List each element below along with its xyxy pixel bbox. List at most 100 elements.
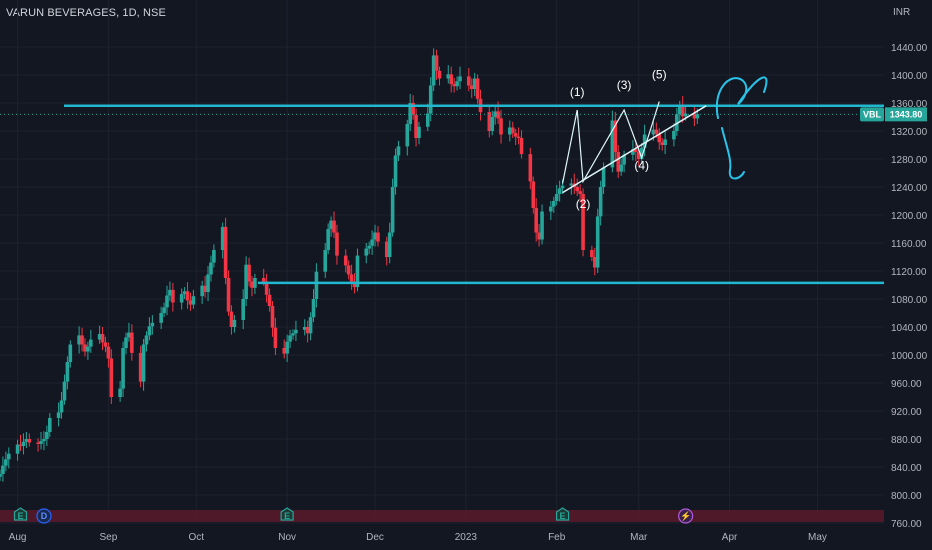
candle-body[interactable] [83, 344, 87, 352]
candle-body[interactable] [141, 344, 146, 382]
candle-body[interactable] [97, 334, 102, 340]
candle-body[interactable] [425, 113, 430, 127]
candle-body[interactable] [308, 317, 313, 334]
candle-body[interactable] [516, 136, 521, 138]
candle-body[interactable] [124, 337, 128, 349]
candle-body[interactable] [24, 439, 29, 442]
candle-body[interactable] [250, 281, 254, 288]
candle-body[interactable] [683, 113, 688, 117]
candle-body[interactable] [490, 117, 495, 131]
candle-body[interactable] [475, 78, 480, 99]
candle-body[interactable] [405, 124, 410, 147]
candle-body[interactable] [1, 465, 5, 474]
candle-body[interactable] [288, 335, 292, 342]
candle-body[interactable] [554, 194, 559, 201]
candle-body[interactable] [59, 400, 64, 413]
candle-body[interactable] [165, 295, 169, 308]
candle-body[interactable] [15, 444, 20, 454]
candle-body[interactable] [329, 220, 333, 229]
candle-body[interactable] [80, 335, 84, 345]
event-marker-earnings[interactable] [13, 507, 28, 521]
candle-body[interactable] [660, 142, 664, 145]
candle-body[interactable] [437, 70, 442, 79]
candle-body[interactable] [294, 329, 298, 334]
candle-body[interactable] [349, 274, 354, 282]
candle-body[interactable] [663, 139, 667, 145]
candle-body[interactable] [200, 285, 204, 297]
candle-body[interactable] [109, 358, 114, 398]
candle-body[interactable] [472, 78, 477, 90]
candle-body[interactable] [264, 281, 269, 295]
candle-body[interactable] [370, 239, 374, 246]
candle-body[interactable] [508, 127, 512, 135]
candle-body[interactable] [528, 154, 533, 182]
candle-body[interactable] [496, 111, 500, 119]
candle-body[interactable] [36, 442, 40, 444]
candle-body[interactable] [273, 327, 278, 348]
candle-body[interactable] [657, 133, 662, 143]
candle-body[interactable] [549, 206, 553, 212]
candle-body[interactable] [144, 335, 149, 345]
trendline[interactable] [562, 105, 707, 194]
candle-body[interactable] [0, 474, 2, 477]
candle-body[interactable] [487, 112, 492, 131]
candle-body[interactable] [206, 274, 210, 293]
candle-body[interactable] [695, 114, 700, 119]
candle-body[interactable] [56, 412, 61, 418]
candle-body[interactable] [106, 346, 111, 359]
candle-body[interactable] [323, 250, 328, 272]
candle-body[interactable] [118, 388, 122, 397]
candle-body[interactable] [675, 114, 679, 131]
wave-path[interactable] [561, 101, 660, 184]
candle-body[interactable] [610, 120, 615, 168]
candle-body[interactable] [62, 381, 67, 401]
candle-body[interactable] [171, 289, 175, 303]
candle-body[interactable] [130, 332, 134, 353]
candle-body[interactable] [89, 339, 93, 347]
candle-body[interactable] [384, 241, 389, 257]
candle-body[interactable] [270, 306, 275, 328]
candle-body[interactable] [376, 232, 380, 242]
candle-body[interactable] [355, 255, 360, 288]
candle-body[interactable] [619, 164, 623, 172]
candle-body[interactable] [680, 105, 685, 117]
candle-body[interactable] [226, 278, 231, 312]
candle-body[interactable] [203, 285, 207, 292]
candle-body[interactable] [613, 120, 618, 153]
candle-body[interactable] [77, 335, 81, 345]
candle-body[interactable] [223, 226, 228, 278]
candle-body[interactable] [537, 232, 541, 240]
candle-body[interactable] [343, 255, 348, 266]
candle-body[interactable] [455, 81, 459, 87]
candle-body[interactable] [247, 264, 251, 282]
candle-body[interactable] [431, 55, 436, 86]
candle-body[interactable] [282, 348, 287, 354]
candle-body[interactable] [21, 441, 26, 446]
candle-body[interactable] [291, 333, 295, 336]
candle-body[interactable] [86, 346, 90, 352]
candle-body[interactable] [493, 111, 497, 117]
candle-body[interactable] [65, 362, 70, 382]
candle-body[interactable] [147, 326, 152, 336]
candle-body[interactable] [387, 232, 392, 258]
candle-body[interactable] [285, 341, 289, 354]
candle-body[interactable] [188, 300, 193, 305]
candle-body[interactable] [393, 155, 398, 188]
candle-body[interactable] [45, 432, 49, 439]
candle-body[interactable] [48, 418, 52, 432]
candle-body[interactable] [241, 299, 245, 320]
candle-body[interactable] [39, 441, 43, 444]
candle-body[interactable] [434, 55, 439, 71]
candle-body[interactable] [414, 114, 418, 138]
candle-body[interactable] [18, 444, 23, 446]
candle-body[interactable] [138, 352, 143, 382]
candle-body[interactable] [191, 296, 196, 305]
candle-body[interactable] [6, 453, 11, 460]
candle-body[interactable] [182, 291, 187, 295]
candle-body[interactable] [68, 344, 73, 363]
candle-body[interactable] [428, 85, 433, 114]
candle-body[interactable] [212, 250, 216, 263]
event-marker-earnings[interactable] [280, 507, 294, 521]
candle-body[interactable] [590, 250, 594, 257]
